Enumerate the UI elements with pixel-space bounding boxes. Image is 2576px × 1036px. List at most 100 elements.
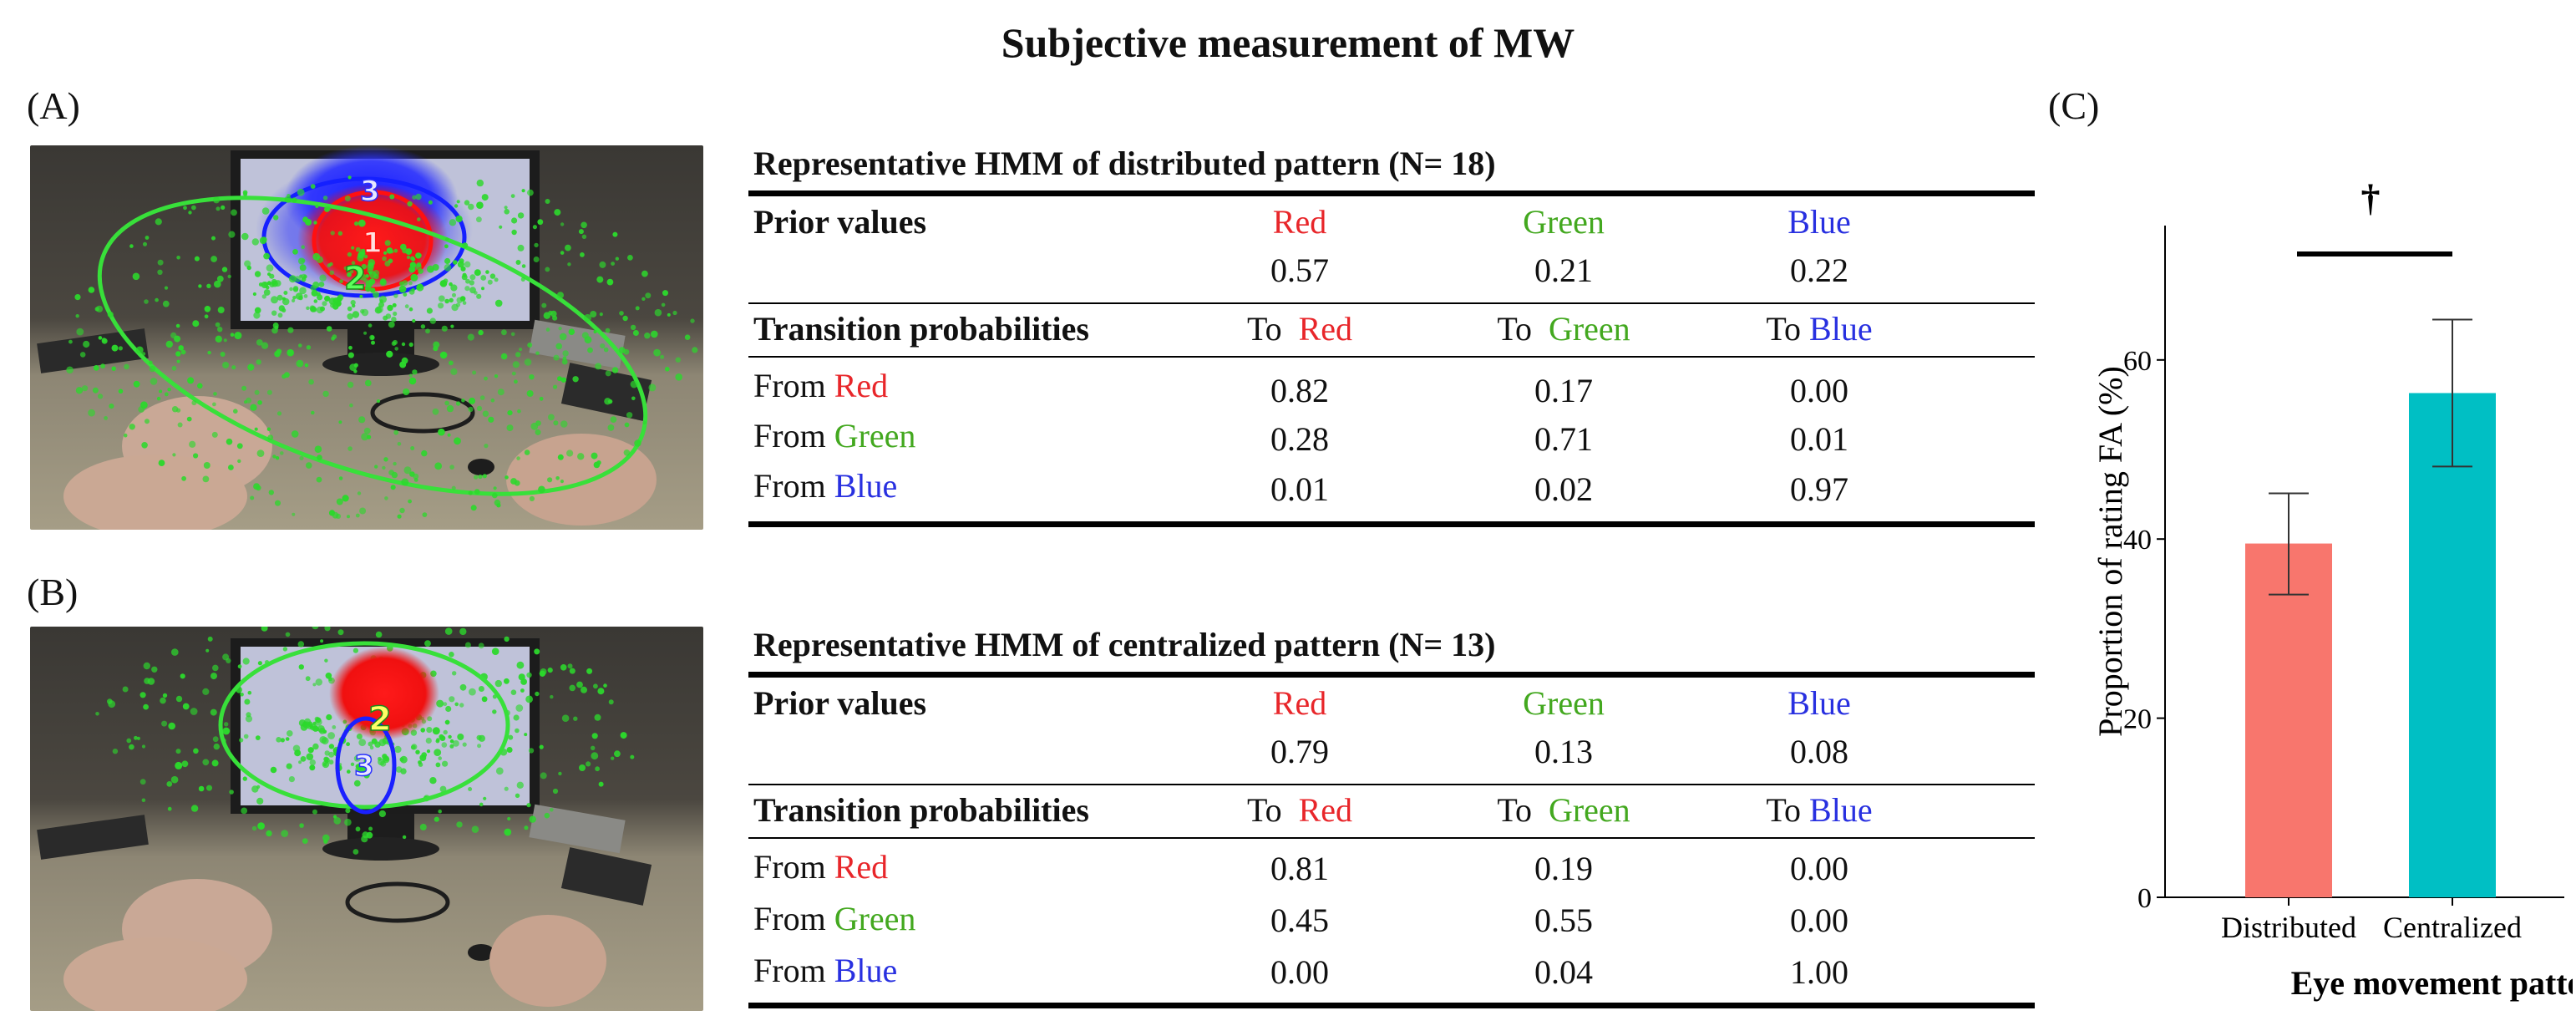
fixation-dot [147,678,155,685]
fixation-dot [303,294,308,298]
y-tick-label: 60 [2123,346,2152,377]
fixation-dot [300,756,307,762]
fixation-dot [246,397,251,404]
fixation-dot [388,321,395,328]
fixation-dot [426,749,431,754]
fixation-dot [534,648,540,655]
fixation-dot [213,196,221,204]
fixation-dot [408,342,413,348]
fixation-dot [499,225,503,229]
fixation-dot [328,751,335,758]
fixation-dot [605,370,611,377]
to-red-header: To Red [1246,791,1353,829]
fixation-dot [378,756,382,761]
fixation-dot [586,761,591,767]
fixation-dot [316,476,322,483]
fixation-dot [362,251,366,256]
fixation-dot [241,385,247,391]
fixation-dot [286,763,292,769]
fixation-dot [324,206,330,212]
fixation-dot [324,295,331,302]
fixation-dot [299,274,303,278]
fixation-dot [544,812,550,819]
fixation-dot [520,688,525,693]
fixation-dot [111,366,116,371]
fixation-dot [449,465,454,470]
fixation-dot [444,257,451,265]
significance-marker: † [2361,176,2381,219]
fixation-dot [591,752,599,760]
fixation-dot [560,420,568,428]
fixation-dot [505,475,509,480]
fixation-dot [662,290,668,297]
fixation-dot [468,490,473,495]
fixation-dot [624,422,630,428]
fixation-dot [256,359,261,365]
fixation-dot [277,312,283,318]
fixation-dot [485,270,489,274]
fixation-dot [247,363,255,371]
fixation-dot [511,371,516,376]
top-rule [748,190,2035,196]
fixation-dot [301,258,306,263]
fixation-dot [347,175,352,180]
header-red: Red [1272,203,1327,241]
header-green: Green [1523,684,1605,722]
fixation-dot [124,363,129,370]
fixation-dot [455,401,461,406]
fixation-dot [568,328,576,335]
fixation-dot [442,760,449,767]
fixation-dot [464,200,470,206]
fixation-dot [374,465,378,469]
fixation-dot [550,808,554,812]
fixation-dot [444,244,449,249]
fixation-dot [418,253,422,258]
fixation-dot [526,803,531,808]
fixation-dot [487,279,493,285]
fixation-dot [513,714,520,721]
fixation-dot [181,760,189,768]
fixation-dot [453,740,459,747]
fixation-dot [552,788,559,795]
fixation-dot [444,298,449,304]
fixation-dot [476,216,482,223]
transition-label: Transition probabilities [753,791,1089,829]
y-tick-label: 40 [2123,525,2152,556]
fixation-dot [352,648,358,653]
fixation-dot [461,398,465,403]
fixation-dot [213,392,217,396]
fixation-dot [446,404,454,413]
fixation-dot [439,734,444,739]
fixation-dot [383,251,388,255]
fixation-dot [368,741,373,747]
state-label-2: 2 [368,700,392,739]
fixation-dot [387,304,393,312]
fixation-dot [403,466,412,475]
fixation-dot [393,293,398,298]
fixation-dot [309,305,316,311]
fixation-dot [332,511,339,519]
fixation-dot [494,277,499,282]
fixation-dot [161,720,168,727]
fixation-dot [75,387,84,394]
fixation-dot [204,306,211,312]
fixation-dot [346,742,350,747]
fixation-dot [595,363,602,370]
fixation-dot [488,416,494,423]
fixation-dot [450,368,458,375]
fixation-dot [251,785,259,793]
fixation-dot [165,340,173,348]
fixation-dot [369,745,374,750]
fixation-dot [223,338,227,343]
fixation-dot [395,766,403,773]
fixation-dot [379,278,387,285]
fixation-dot [143,703,150,710]
fixation-dot [426,307,433,314]
fixation-dot [167,388,171,392]
fixation-dot [312,743,319,750]
bar-centralized [2409,393,2496,897]
fixation-dot [347,313,354,320]
fixation-dot [306,306,310,310]
fixation-dot [313,299,318,303]
fixation-dot [429,317,436,324]
